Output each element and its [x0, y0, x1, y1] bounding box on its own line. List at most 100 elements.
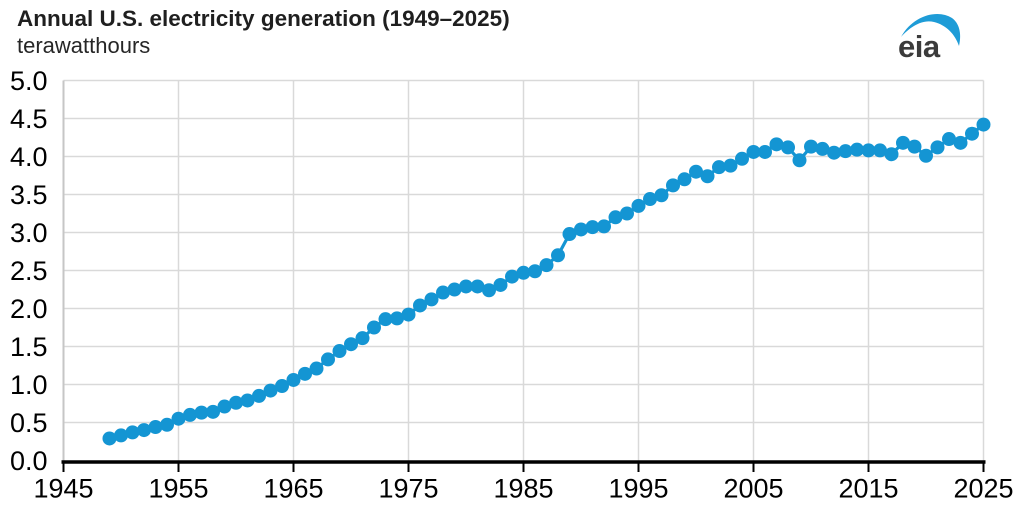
data-point: [137, 423, 151, 438]
data-point: [930, 140, 945, 155]
data-point: [516, 265, 531, 280]
data-point: [608, 210, 623, 225]
data-point: [321, 352, 335, 367]
data-point: [643, 192, 657, 207]
x-tick-label: 1975: [378, 474, 438, 504]
data-point: [344, 337, 358, 352]
data-point: [194, 405, 209, 420]
data-point: [263, 383, 278, 398]
data-point: [666, 178, 680, 193]
data-point: [493, 277, 508, 292]
data-point: [275, 379, 289, 394]
data-point: [470, 279, 485, 294]
data-point: [171, 411, 186, 426]
y-tick-label: 4.0: [10, 142, 48, 172]
x-tick-label: 2025: [953, 474, 1013, 504]
data-point: [240, 393, 255, 408]
data-point: [390, 311, 404, 326]
data-point: [206, 404, 220, 419]
chart-subtitle: terawatthours: [17, 33, 151, 58]
data-point: [792, 153, 807, 168]
data-point: [298, 366, 312, 381]
data-point: [804, 139, 818, 154]
eia-logo-swoosh-icon: [901, 13, 961, 47]
data-point: [827, 145, 841, 160]
data-point: [689, 164, 703, 179]
data-point: [459, 279, 473, 294]
x-tick-label: 2015: [838, 474, 898, 504]
data-point: [252, 388, 266, 403]
data-point: [160, 417, 174, 432]
data-point: [217, 399, 232, 414]
data-point: [562, 227, 577, 242]
data-point: [723, 158, 738, 173]
y-tick-label: 0.0: [10, 446, 48, 476]
data-point: [838, 144, 853, 159]
data-point: [102, 431, 117, 446]
eia-logo: eia: [898, 13, 961, 63]
data-point: [574, 222, 588, 237]
eia-logo-text: eia: [898, 29, 941, 63]
data-point: [332, 344, 347, 359]
y-tick-label: 4.5: [10, 104, 48, 134]
y-tick-label: 2.0: [10, 294, 48, 324]
data-point: [712, 160, 726, 175]
data-point: [551, 248, 565, 263]
data-point: [677, 172, 692, 187]
data-point: [436, 285, 450, 300]
data-point: [620, 206, 634, 221]
data-point: [528, 264, 542, 279]
y-tick-label: 1.5: [10, 332, 48, 362]
data-point: [482, 283, 496, 298]
data-point: [183, 407, 197, 422]
data-point: [907, 139, 922, 154]
data-point: [631, 198, 646, 213]
x-tick-label: 2005: [723, 474, 783, 504]
data-point: [965, 126, 979, 141]
data-point: [942, 132, 956, 147]
data-point: [229, 395, 243, 410]
data-point: [367, 320, 381, 335]
data-point: [884, 147, 899, 162]
data-point: [424, 292, 439, 307]
data-point: [378, 312, 393, 327]
data-point: [873, 143, 887, 158]
x-tick-label: 1985: [493, 474, 553, 504]
data-point: [746, 144, 761, 159]
data-point: [781, 140, 795, 155]
data-point: [309, 361, 324, 376]
y-tick-label: 1.0: [10, 370, 48, 400]
data-point: [850, 142, 864, 157]
x-tick-label: 1945: [33, 474, 93, 504]
data-point: [597, 219, 611, 234]
data-point: [539, 258, 554, 273]
chart-title: Annual U.S. electricity generation (1949…: [17, 6, 510, 31]
y-tick-label: 5.0: [10, 66, 48, 96]
data-point: [286, 372, 301, 387]
data-point: [114, 428, 128, 443]
x-tick-label: 1965: [263, 474, 323, 504]
data-point: [769, 137, 784, 152]
data-point: [758, 144, 772, 159]
data-point: [953, 135, 968, 150]
y-tick-label: 2.5: [10, 256, 48, 286]
data-point: [585, 220, 600, 235]
data-point: [413, 298, 427, 313]
y-tick-label: 0.5: [10, 408, 48, 438]
data-point: [896, 135, 910, 150]
data-point: [355, 331, 370, 346]
data-point: [815, 141, 830, 156]
data-point: [447, 282, 462, 297]
data-point: [505, 269, 519, 284]
x-tick-label: 1995: [608, 474, 668, 504]
data-point: [148, 420, 163, 435]
y-tick-label: 3.5: [10, 180, 48, 210]
x-tick-label: 1955: [148, 474, 208, 504]
data-point: [976, 117, 991, 132]
data-point: [654, 188, 669, 203]
data-point: [735, 151, 749, 166]
data-point: [919, 148, 933, 163]
data-point: [125, 425, 140, 440]
y-tick-label: 3.0: [10, 218, 48, 248]
